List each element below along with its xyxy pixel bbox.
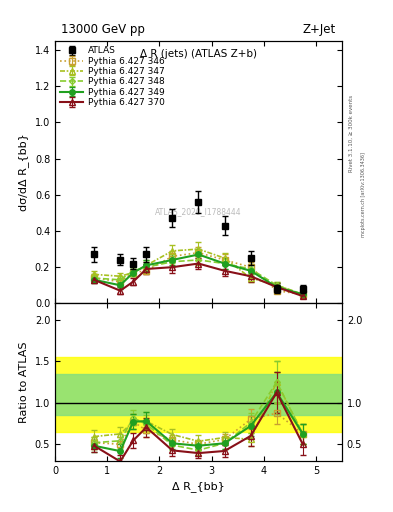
Text: Z+Jet: Z+Jet bbox=[303, 23, 336, 36]
Y-axis label: Ratio to ATLAS: Ratio to ATLAS bbox=[19, 342, 29, 423]
Text: mcplots.cern.ch [arXiv:1306.3436]: mcplots.cern.ch [arXiv:1306.3436] bbox=[361, 152, 366, 237]
Text: Δ R (jets) (ATLAS Z+b): Δ R (jets) (ATLAS Z+b) bbox=[140, 49, 257, 59]
Text: 13000 GeV pp: 13000 GeV pp bbox=[61, 23, 145, 36]
X-axis label: Δ R_{bb}: Δ R_{bb} bbox=[172, 481, 225, 492]
Text: ATLAS_2020_I1788444: ATLAS_2020_I1788444 bbox=[155, 207, 242, 216]
Y-axis label: dσ/dΔ R_{bb}: dσ/dΔ R_{bb} bbox=[18, 133, 29, 211]
Text: Rivet 3.1.10, ≥ 300k events: Rivet 3.1.10, ≥ 300k events bbox=[349, 95, 354, 172]
Legend: ATLAS, Pythia 6.427 346, Pythia 6.427 347, Pythia 6.427 348, Pythia 6.427 349, P: ATLAS, Pythia 6.427 346, Pythia 6.427 34… bbox=[58, 44, 167, 110]
